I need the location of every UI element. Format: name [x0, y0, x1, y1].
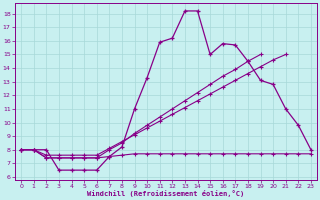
X-axis label: Windchill (Refroidissement éolien,°C): Windchill (Refroidissement éolien,°C) [87, 190, 245, 197]
